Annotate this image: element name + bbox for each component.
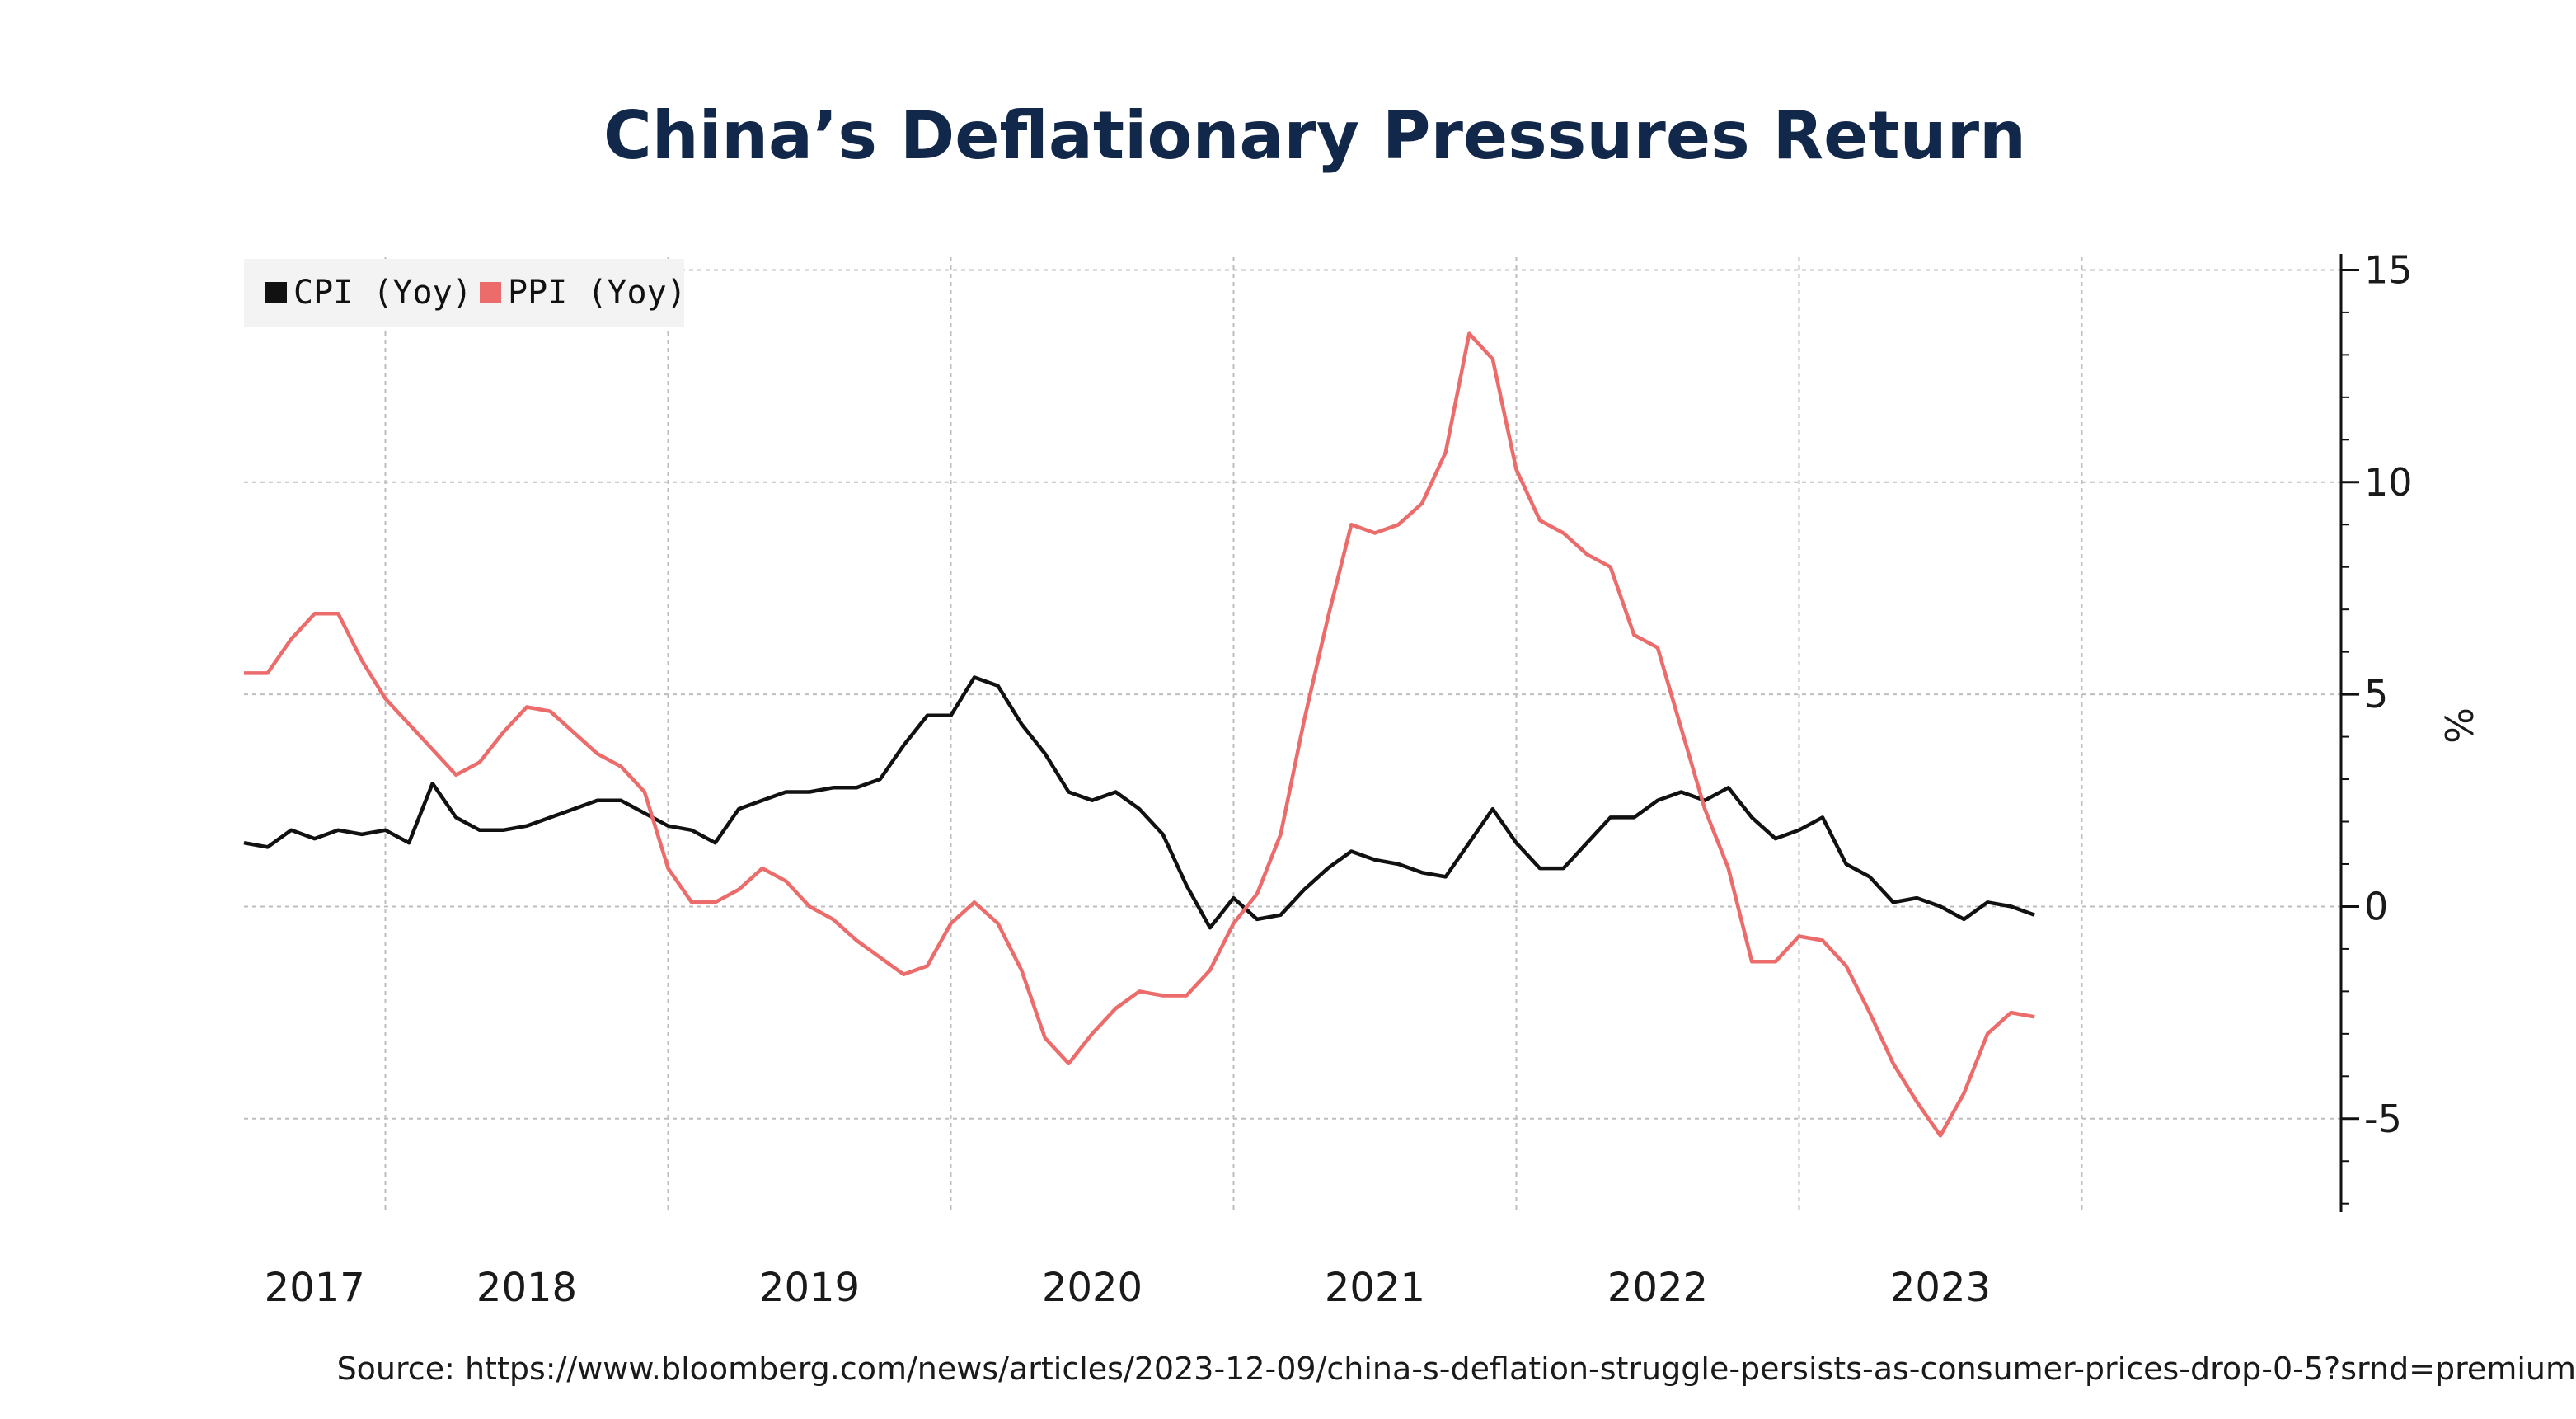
y-tick-label: 0 [2364, 884, 2388, 928]
legend-swatch-ppi [480, 282, 501, 303]
x-axis-labels: 2017 2018 2019 2020 2021 2022 2023 [265, 1265, 1991, 1311]
legend-label-cpi: CPI (Yoy) [293, 274, 472, 312]
series-lines [243, 331, 2035, 1138]
y-tick-label: 15 [2364, 247, 2413, 292]
x-tick-label: 2017 [265, 1265, 365, 1311]
legend: CPI (Yoy) PPI (Yoy) [244, 259, 687, 327]
x-tick-label: 2022 [1607, 1265, 1708, 1311]
legend-swatch-cpi [265, 282, 287, 303]
grid-lines [244, 257, 2341, 1212]
y-tick-label: -5 [2364, 1097, 2402, 1141]
y-tick-label: 5 [2364, 672, 2388, 717]
y-axis-label: % [2436, 707, 2480, 744]
page-title: China’s Deflationary Pressures Return [603, 97, 2026, 174]
legend-background [244, 259, 684, 327]
x-tick-label: 2021 [1325, 1265, 1425, 1311]
y-tick-label: 10 [2364, 460, 2413, 505]
x-tick-label: 2018 [476, 1265, 577, 1311]
series-line-ppi [244, 331, 2035, 1138]
source-note: Source: https://www.bloomberg.com/news/a… [336, 1351, 2576, 1387]
series-line-cpi [243, 675, 2035, 930]
x-tick-label: 2020 [1042, 1265, 1143, 1311]
y-axis: -5 0 5 10 15% [2339, 247, 2480, 1212]
x-tick-label: 2019 [759, 1265, 860, 1311]
legend-label-ppi: PPI (Yoy) [508, 274, 687, 312]
x-tick-label: 2023 [1890, 1265, 1991, 1311]
